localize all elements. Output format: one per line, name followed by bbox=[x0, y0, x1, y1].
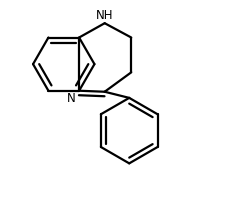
Text: N: N bbox=[67, 92, 75, 105]
Text: NH: NH bbox=[96, 9, 114, 22]
